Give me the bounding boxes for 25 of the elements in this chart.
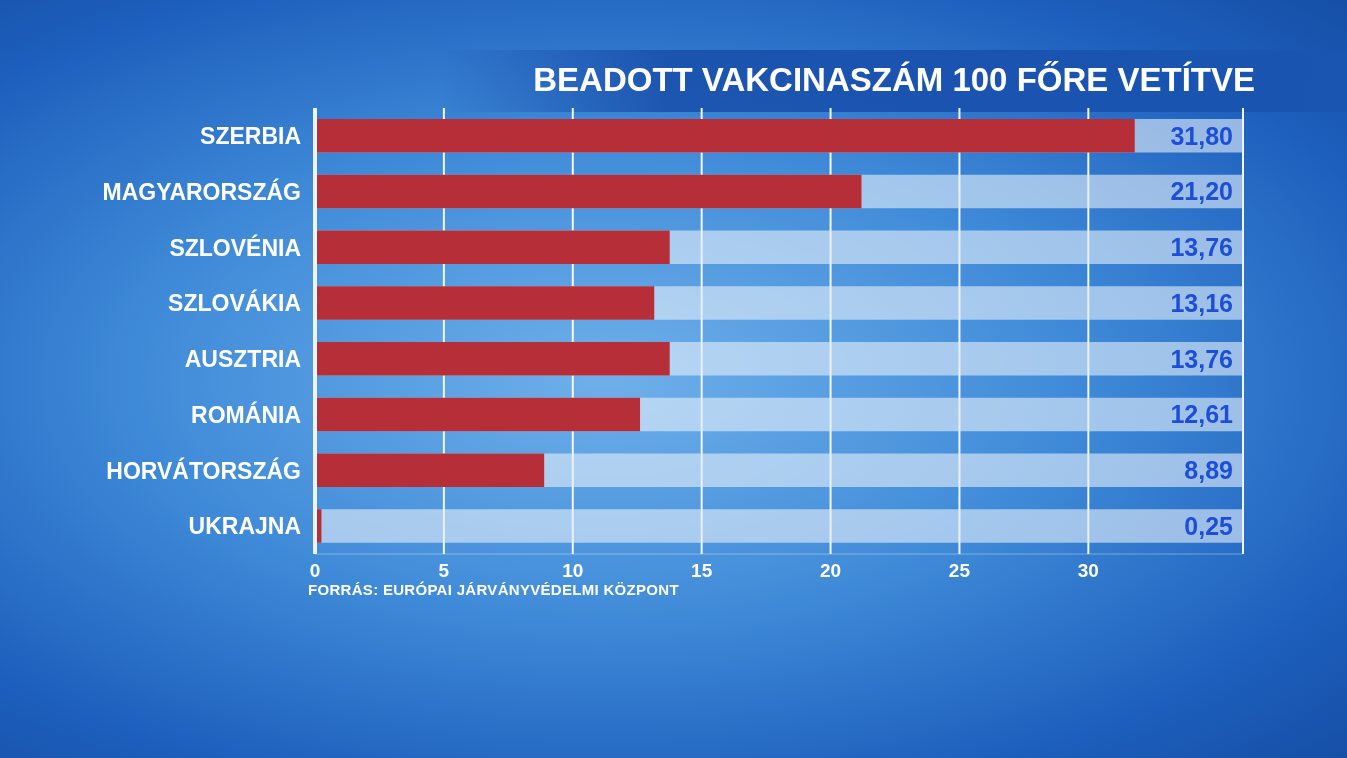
x-tick-label: 0	[309, 560, 321, 582]
y-tick-label: SZERBIA	[200, 123, 301, 150]
x-tick-label: 10	[562, 560, 584, 582]
y-tick-label: ROMÁNIA	[191, 400, 301, 428]
y-tick-label: SZLOVÉNIA	[169, 233, 301, 261]
x-tick-label: 20	[819, 560, 842, 582]
x-tick-label: 15	[691, 560, 713, 582]
data-label: 21,20	[1170, 177, 1233, 206]
data-label: 31,80	[1170, 121, 1233, 150]
y-tick-label: AUSZTRIA	[184, 346, 301, 373]
y-tick-label: MAGYARORSZÁG	[102, 177, 301, 205]
data-label: 13,76	[1170, 233, 1233, 262]
data-label: 8,89	[1184, 456, 1233, 485]
x-tick-label: 5	[438, 560, 450, 582]
y-tick-label: HORVÁTORSZÁG	[106, 456, 301, 484]
data-label: 12,61	[1170, 400, 1234, 429]
text: FORRÁS: EURÓPAI JÁRVÁNYVÉDELMI KÖZPONT	[308, 581, 679, 598]
data-label: 0,25	[1184, 511, 1234, 540]
x-tick-label: 25	[948, 560, 971, 582]
chart-title: BEADOTT VAKCINASZÁM 100 FŐRE VETÍTVE	[533, 60, 1255, 100]
data-label: 13,16	[1170, 288, 1233, 317]
x-tick-label: 30	[1077, 560, 1099, 582]
data-label: 13,76	[1170, 344, 1233, 373]
y-tick-label: SZLOVÁKIA	[168, 289, 301, 317]
y-tick-label: UKRAJNA	[188, 513, 301, 540]
